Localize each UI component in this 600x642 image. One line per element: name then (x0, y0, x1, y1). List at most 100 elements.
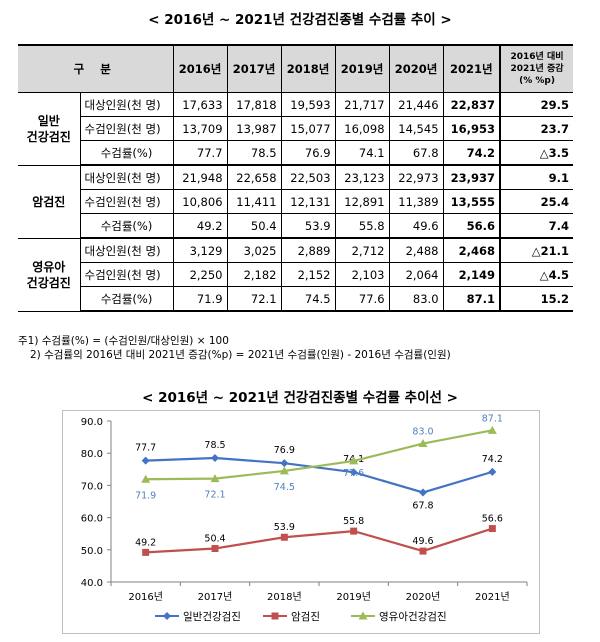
data-label: 77.6 (343, 468, 364, 479)
line-chart: 40.0 50.0 60.0 70.0 80.0 90.0 2016년 2017년 2018년 2… (81, 413, 528, 623)
y-tick-label: 60.0 (81, 514, 103, 525)
data-label: 74.5 (274, 482, 295, 493)
group-name-line: 건강검진 (26, 275, 71, 290)
y-tick-label: 90.0 (81, 417, 103, 428)
header-change: 2016년 대비 2021년 증감 (% %p) (499, 44, 574, 93)
chart-title: < 2016년 ~ 2021년 건강검진종별 수검률 추이선 > (142, 390, 458, 406)
data-label: 49.6 (412, 536, 433, 547)
table-cell: 22,658 (226, 164, 282, 190)
data-point (280, 533, 288, 541)
table-row: 수검인원(천 명) 2,250 2,182 2,152 2,103 2,064 2,149 △… (18, 262, 574, 287)
table-cell: 22,973 (388, 164, 444, 190)
data-label: 49.2 (135, 537, 156, 548)
data-point (488, 525, 496, 533)
metric-label: 수검인원(천 명) (79, 262, 174, 287)
table-cell: 12,131 (280, 189, 336, 214)
table-cell: 22,503 (280, 164, 336, 190)
data-point (280, 459, 289, 468)
data-point (488, 467, 497, 476)
table-cell: 11,411 (226, 189, 282, 214)
table-cell: 72.1 (226, 286, 282, 312)
x-tick-label: 2019년 (336, 591, 371, 603)
change-cell: 15.2 (499, 286, 574, 312)
group-name: 일반 건강검진 (18, 92, 81, 166)
data-label: 76.9 (274, 445, 295, 456)
data-label: 87.1 (482, 413, 503, 424)
table-cell: 56.6 (442, 213, 501, 239)
header-label: 구 분 (18, 44, 174, 93)
change-cell: 29.5 (499, 92, 574, 117)
header-year: 2019년 (334, 44, 390, 93)
data-label: 55.8 (343, 516, 364, 527)
group-name: 암검진 (18, 164, 81, 239)
data-point (349, 468, 358, 477)
data-point (419, 547, 427, 555)
data-label: 50.4 (204, 534, 225, 545)
data-label: 83.0 (412, 427, 433, 438)
header-year: 2017년 (226, 44, 282, 93)
metric-label: 수검률(%) (79, 286, 174, 312)
table-cell: 2,889 (280, 237, 336, 263)
change-cell: △4.5 (499, 262, 574, 287)
table-cell: 49.6 (388, 213, 444, 239)
table-row: 수검률(%) 49.2 50.4 53.9 55.8 49.6 56.6 7.4 (18, 213, 574, 239)
legend-label: 일반건강검진 (183, 610, 241, 623)
table-cell: 71.9 (172, 286, 228, 312)
data-label: 78.5 (204, 440, 225, 451)
header-year: 2020년 (388, 44, 444, 93)
series-line (145, 429, 493, 481)
header-year: 2021년 (442, 44, 501, 93)
table-cell: 11,389 (388, 189, 444, 214)
data-point (210, 474, 220, 483)
series-line (145, 456, 493, 494)
table-cell: 77.6 (334, 286, 390, 312)
table-cell: 16,098 (334, 116, 390, 141)
data-point (141, 474, 151, 483)
data-point (487, 425, 497, 434)
table-cell: 2,149 (442, 262, 501, 287)
change-cell: 25.4 (499, 189, 574, 214)
table-cell: 13,987 (226, 116, 282, 141)
table-cell: 74.2 (442, 140, 501, 166)
table-row: 암검진 대상인원(천 명) 21,948 22,658 22,503 23,123 22,9… (18, 164, 574, 239)
table-cell: 2,468 (442, 237, 501, 263)
table-cell: 21,717 (334, 92, 390, 117)
table-cell: 77.7 (172, 140, 228, 166)
table-cell: 14,545 (388, 116, 444, 141)
note-line: 주1) 수검률(%) = (수검인원/대상인원) × 100 (18, 335, 229, 347)
x-tick-label: 2017년 (198, 591, 233, 603)
data-point (141, 456, 150, 465)
table-cell: 2,712 (334, 237, 390, 263)
change-cell: △3.5 (499, 140, 574, 166)
table-cell: 21,948 (172, 164, 228, 190)
data-point (211, 545, 219, 553)
data-label: 77.7 (135, 443, 156, 454)
table-cell: 16,953 (442, 116, 501, 141)
data-point (349, 456, 359, 465)
change-cell: 23.7 (499, 116, 574, 141)
table-cell: 2,103 (334, 262, 390, 287)
change-cell: △21.1 (499, 237, 574, 263)
table-row: 일반 건강검진 대상인원(천 명) 17,633 17,818 19,593 21,717 2… (18, 92, 574, 166)
checkup-rate-table: 구 분 2016년 2017년 2018년 2019년 2020년 2021년 … (18, 44, 574, 312)
x-tick-label: 2016년 (128, 591, 163, 603)
table-cell: 53.9 (280, 213, 336, 239)
header-change-line: (% %p) (519, 76, 555, 86)
change-cell: 9.1 (499, 164, 574, 190)
line-chart-panel: 40.0 50.0 60.0 70.0 80.0 90.0 2016년 2017년 2018년 2… (62, 410, 540, 634)
x-tick-label: 2021년 (475, 591, 510, 603)
table-cell: 87.1 (442, 286, 501, 312)
legend-marker (271, 612, 279, 620)
data-point (418, 439, 428, 448)
y-tick-label: 50.0 (81, 546, 103, 557)
table-row: 수검인원(천 명) 10,806 11,411 12,131 12,891 11,389 1… (18, 189, 574, 214)
table-title: < 2016년 ~ 2021년 건강검진종별 수검률 추이 > (148, 12, 452, 28)
group-name-line: 일반 (37, 113, 60, 128)
data-label: 53.9 (274, 522, 295, 533)
legend-label: 암검진 (291, 611, 320, 623)
table-cell: 3,129 (172, 237, 228, 263)
metric-label: 수검인원(천 명) (79, 189, 174, 214)
series-line (145, 527, 493, 554)
y-tick-label: 70.0 (81, 481, 103, 492)
data-label: 74.2 (482, 454, 503, 465)
